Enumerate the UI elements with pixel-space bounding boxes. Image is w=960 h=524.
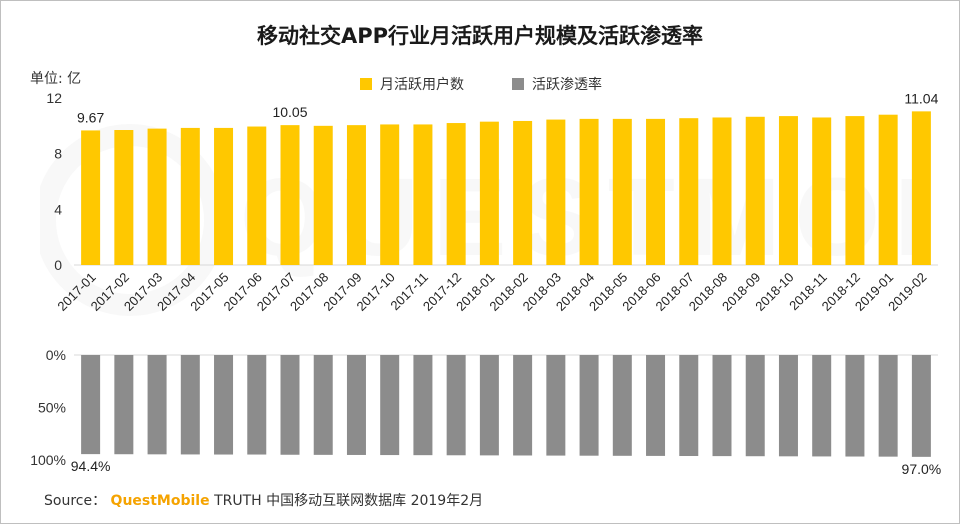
mau-bar <box>546 119 566 265</box>
mau-bar <box>479 121 499 266</box>
penetration-bar <box>712 355 732 457</box>
penetration-bar <box>479 355 499 456</box>
penetration-bar <box>280 355 300 455</box>
penetration-bar <box>313 355 333 455</box>
mau-bar <box>180 127 200 265</box>
mau-bar <box>247 126 267 265</box>
penetration-bar <box>579 355 599 456</box>
penetration-bar <box>81 355 101 455</box>
penetration-bar <box>413 355 433 456</box>
top-y-tick-label: 0 <box>54 257 62 273</box>
mau-data-label: 10.05 <box>272 104 307 120</box>
penetration-bar <box>778 355 798 457</box>
source-prefix: Source： <box>44 493 107 509</box>
mau-bar <box>911 111 931 265</box>
legend-swatch-penetration <box>512 78 524 90</box>
mau-bar <box>313 125 333 265</box>
penetration-bar <box>812 355 832 457</box>
mau-data-label: 9.67 <box>77 109 104 125</box>
penetration-bar <box>646 355 666 456</box>
mau-bar <box>114 130 134 265</box>
top-y-tick-label: 4 <box>54 201 62 217</box>
mau-bar <box>679 118 699 265</box>
mau-bar <box>513 120 533 266</box>
penetration-bar <box>878 355 898 457</box>
mau-bar <box>81 130 101 265</box>
source-brand: QuestMobile <box>110 493 210 509</box>
penetration-data-label: 97.0% <box>902 461 942 477</box>
legend-label-mau: 月活跃用户数 <box>380 77 464 93</box>
mau-bar <box>612 118 632 265</box>
source-note: Source： QuestMobile TRUTH 中国移动互联网数据库 201… <box>44 490 483 510</box>
legend-swatch-mau <box>360 78 372 90</box>
mau-bar <box>745 116 765 265</box>
mau-bar <box>380 124 400 265</box>
mau-bar <box>413 124 433 265</box>
mau-bar <box>147 128 167 265</box>
top-y-tick-label: 12 <box>46 90 62 106</box>
legend-label-penetration: 活跃渗透率 <box>532 77 602 93</box>
penetration-bar <box>546 355 566 456</box>
penetration-bar <box>679 355 699 457</box>
penetration-bar <box>745 355 765 457</box>
mau-data-label: 11.04 <box>904 90 938 106</box>
chart-title: 移动社交APP行业月活跃用户规模及活跃渗透率 <box>256 24 704 48</box>
bottom-y-tick-label: 50% <box>38 400 66 416</box>
bottom-y-tick-label: 0% <box>46 347 66 363</box>
penetration-bar <box>845 355 865 457</box>
top-y-tick-label: 8 <box>54 146 62 162</box>
mau-bar <box>878 114 898 265</box>
mau-bar <box>346 125 366 265</box>
unit-label: 单位: 亿 <box>30 71 82 87</box>
penetration-bar <box>247 355 267 455</box>
bottom-y-tick-label: 100% <box>30 452 66 468</box>
source-rest: TRUTH 中国移动互联网数据库 2019年2月 <box>214 493 484 509</box>
penetration-bar <box>446 355 466 456</box>
penetration-bar <box>147 355 167 455</box>
penetration-bar <box>513 355 533 456</box>
mau-bar <box>778 116 798 265</box>
penetration-data-label: 94.4% <box>71 458 111 474</box>
mau-bar <box>646 118 666 265</box>
mau-bar <box>712 117 732 265</box>
legend-item-mau: 月活跃用户数 <box>360 74 464 94</box>
mau-bar <box>214 127 234 265</box>
penetration-bar <box>346 355 366 455</box>
mau-bar <box>280 125 300 265</box>
penetration-bar <box>114 355 134 455</box>
mau-bar <box>812 117 832 265</box>
mau-bar <box>446 123 466 265</box>
legend-item-penetration: 活跃渗透率 <box>512 74 602 94</box>
penetration-bar <box>911 355 931 457</box>
penetration-bar <box>214 355 234 455</box>
penetration-bar <box>180 355 200 455</box>
penetration-bar <box>612 355 632 456</box>
mau-bar <box>845 116 865 265</box>
mau-bar <box>579 118 599 265</box>
penetration-bar <box>380 355 400 456</box>
